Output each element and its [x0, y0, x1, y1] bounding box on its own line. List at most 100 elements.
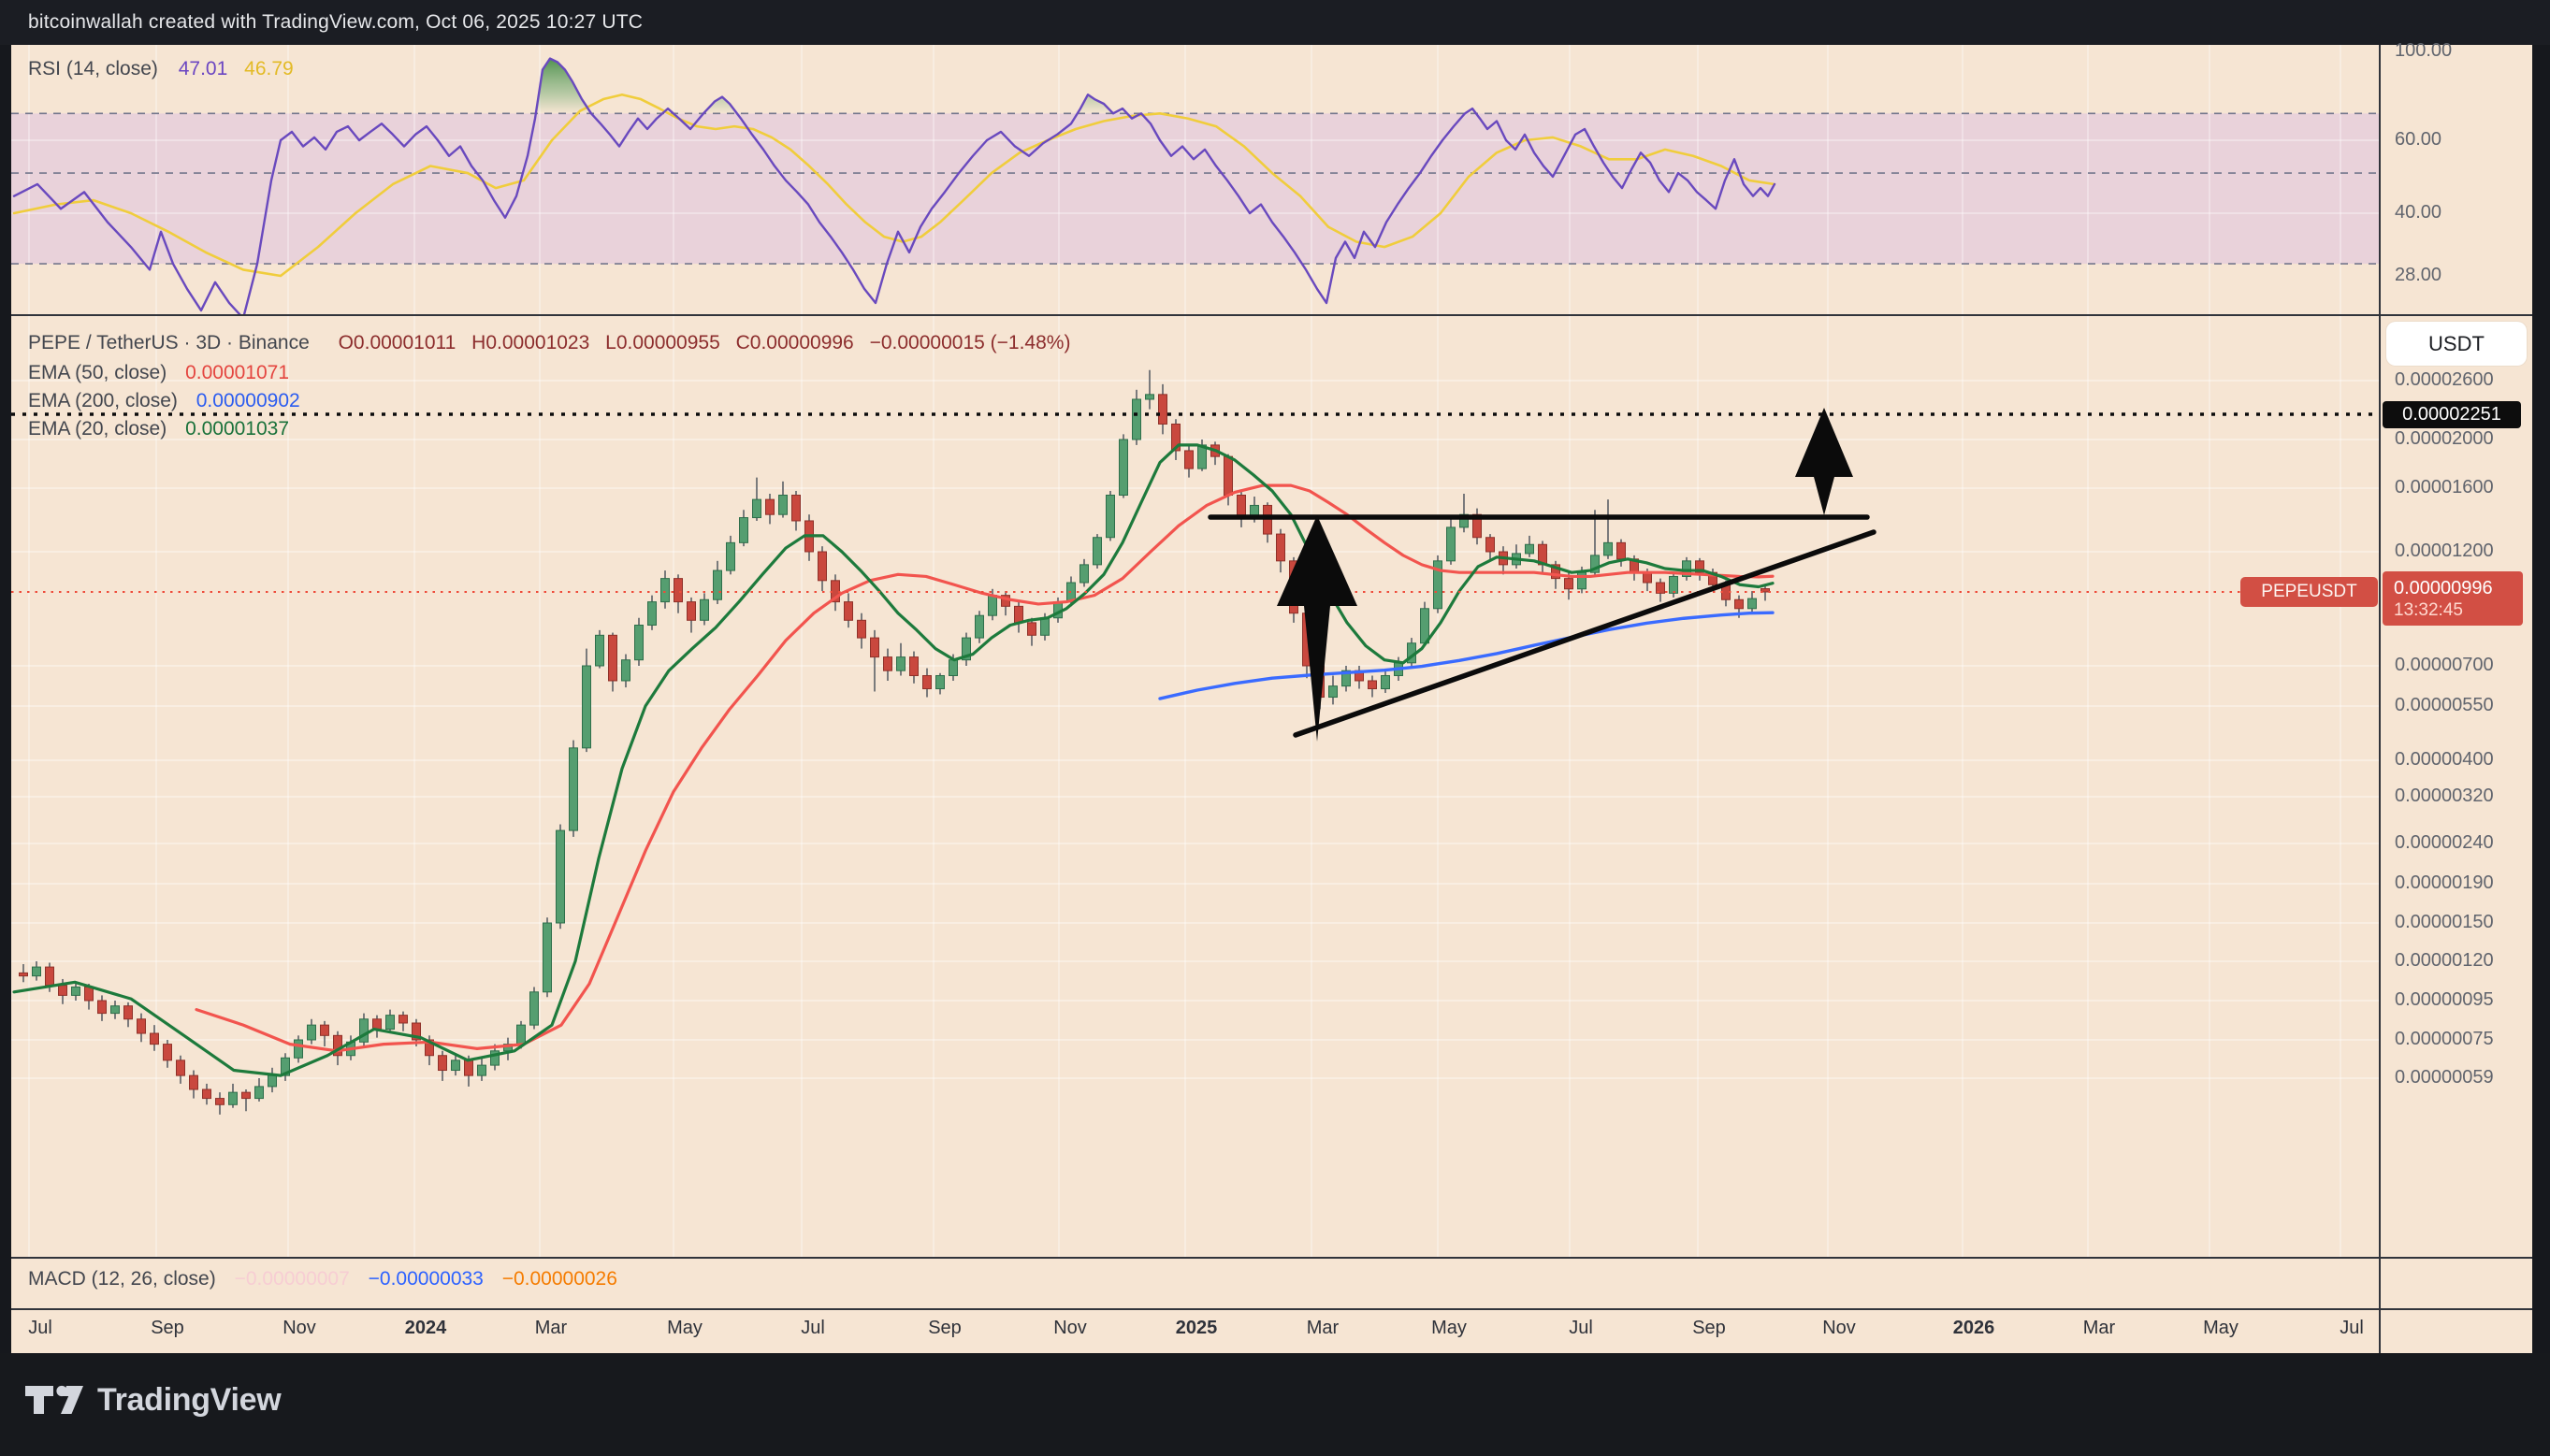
candle-down [45, 966, 54, 987]
price-scale-tick: 0.00000120 [2395, 950, 2494, 971]
macd-signal-value: −0.00000026 [501, 1268, 617, 1290]
candle-down [58, 985, 67, 996]
candle-up [726, 541, 735, 571]
candle-up [935, 674, 945, 690]
ohlc-low: L0.00000955 [605, 332, 720, 353]
time-axis-month: May [667, 1318, 703, 1338]
time-axis-month: May [2203, 1318, 2238, 1338]
candle-down [1184, 450, 1194, 469]
candle-up [595, 634, 604, 667]
candle-down [412, 1022, 421, 1041]
candle-down [1014, 605, 1023, 624]
candle-down [922, 674, 932, 690]
candle-down [1760, 588, 1770, 593]
pane-separator [11, 1257, 2532, 1259]
price-scale-border [2379, 45, 2381, 1353]
candle-up [1682, 560, 1691, 577]
candle-up [1079, 564, 1089, 584]
candle-down [1237, 495, 1246, 519]
ascending-trendline[interactable] [1293, 529, 1876, 738]
price-scale-tick: 0.00000700 [2395, 655, 2494, 675]
rsi-legend[interactable]: RSI (14, close) 47.01 46.79 [28, 58, 294, 80]
candle-up [1669, 575, 1678, 594]
candle-down [333, 1034, 342, 1057]
candle-down [1643, 571, 1652, 584]
symbol-legend[interactable]: PEPE / TetherUS · 3D · Binance O0.000010… [28, 332, 1070, 354]
price-scale-tick: 0.00001600 [2395, 477, 2494, 497]
candle-down [163, 1044, 172, 1061]
time-axis-month: Mar [1306, 1318, 1340, 1338]
time-axis-month: Nov [1053, 1318, 1087, 1338]
candle-down [84, 986, 94, 1002]
time-axis-month: Jul [2340, 1318, 2364, 1338]
tradingview-logo-text: TradingView [97, 1381, 282, 1418]
price-scale-tick: 0.00000400 [2395, 749, 2494, 770]
macd-line-value: −0.00000033 [368, 1268, 484, 1290]
ema50-line [195, 483, 1775, 1053]
ema20-line [12, 443, 1775, 1077]
candle-up [307, 1024, 316, 1041]
candle-up [778, 495, 788, 515]
candle-down [1158, 394, 1167, 425]
last-price-value: 0.00000996 [2394, 578, 2493, 598]
candle-up [359, 1018, 369, 1043]
ema50-legend[interactable]: EMA (50, close) 0.00001071 [28, 362, 289, 384]
candle-up [228, 1091, 238, 1105]
ema50-value: 0.00001071 [185, 362, 290, 383]
time-axis-month: Sep [1692, 1318, 1726, 1338]
candle-up [1525, 543, 1534, 555]
alert-price-label: 0.00002251 [2383, 401, 2521, 428]
candle-up [529, 991, 539, 1026]
candle-up [110, 1005, 120, 1015]
time-axis-month: Nov [283, 1318, 316, 1338]
candle-up [700, 598, 709, 621]
candle-up [1603, 541, 1613, 556]
candle-down [19, 972, 28, 977]
ema20-legend[interactable]: EMA (20, close) 0.00001037 [28, 418, 289, 440]
candle-up [1577, 571, 1587, 590]
candle-up [621, 659, 630, 682]
rsi-pane [11, 45, 2379, 315]
candle-up [1590, 555, 1600, 573]
candle-down [1027, 622, 1036, 636]
candle-down [425, 1039, 434, 1057]
ohlc-change: −0.00000015 (−1.48%) [869, 332, 1071, 353]
rsi-label: RSI (14, close) [28, 58, 158, 79]
tradingview-logo-icon [25, 1385, 83, 1414]
candle-up [385, 1015, 395, 1031]
candle-up [962, 637, 971, 661]
snapshot-header: bitcoinwallah created with TradingView.c… [0, 0, 2550, 45]
header-title: bitcoinwallah created with TradingView.c… [28, 11, 644, 33]
candle-down [1263, 504, 1272, 535]
price-pane[interactable] [11, 315, 2379, 1258]
candle-down [765, 498, 775, 515]
candle-up [1145, 394, 1154, 400]
symbol-title: PEPE / TetherUS · 3D · Binance [28, 332, 310, 353]
rsi-overbought-fill [703, 96, 737, 114]
candle-down [1224, 455, 1233, 497]
macd-hist-value: −0.00000007 [234, 1268, 350, 1290]
price-scale-tick: 0.00000075 [2395, 1029, 2494, 1049]
time-axis-month: Mar [534, 1318, 568, 1338]
candle-down [687, 601, 696, 621]
currency-toggle-button[interactable]: USDT [2386, 322, 2527, 366]
candle-up [1446, 526, 1456, 562]
candles-layer [19, 369, 1770, 1115]
up-arrow-annotation[interactable] [1795, 408, 1853, 515]
up-arrow-annotation[interactable] [1277, 515, 1357, 742]
candle-up [1747, 598, 1757, 610]
candle-up [739, 517, 748, 543]
time-axis-month: Sep [151, 1318, 184, 1338]
candle-up [988, 595, 997, 616]
time-axis-month: Nov [1822, 1318, 1856, 1338]
ema200-legend[interactable]: EMA (200, close) 0.00000902 [28, 390, 300, 412]
candle-up [1132, 398, 1141, 440]
macd-label: MACD (12, 26, close) [28, 1268, 216, 1290]
candle-up [949, 659, 958, 676]
time-axis-month: Jul [28, 1318, 52, 1338]
macd-legend[interactable]: MACD (12, 26, close) −0.00000007 −0.0000… [28, 1268, 617, 1290]
candle-down [844, 601, 853, 621]
tradingview-logo[interactable]: TradingView [24, 1379, 282, 1420]
candle-up [896, 656, 906, 671]
price-scale-tick: 0.00000150 [2395, 912, 2494, 932]
